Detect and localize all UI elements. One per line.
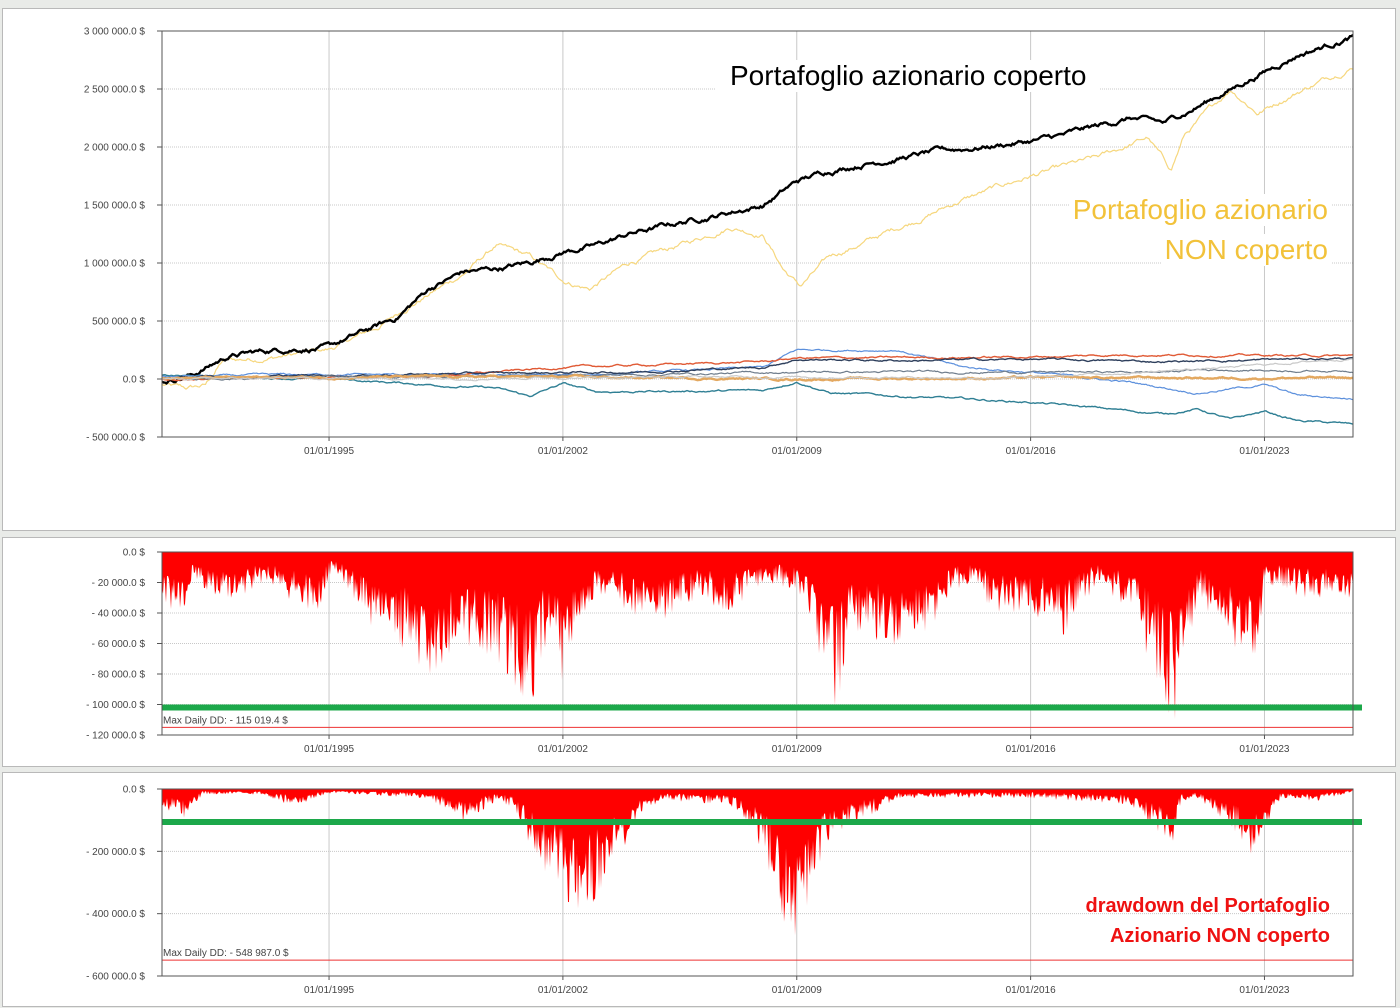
x-tick-label: 01/01/2009 (772, 985, 822, 996)
max-dd-label: Max Daily DD: - 548 987.0 $ (163, 948, 289, 959)
drawdown-area (162, 789, 1353, 936)
x-tick-label: 01/01/2023 (1239, 985, 1289, 996)
y-tick-label: 0.0 $ (123, 785, 146, 796)
series-line-3 (162, 348, 1353, 401)
y-tick-label: 2 500 000.0 $ (84, 85, 146, 96)
series-line-5 (162, 356, 1353, 380)
y-tick-label: - 500 000.0 $ (86, 433, 145, 444)
max-dd-label: Max Daily DD: - 115 019.4 $ (163, 715, 288, 726)
chart-1: 0.0 $ - 20 000.0 $ - 40 000.0 $ - 60 000.0 … (86, 548, 1362, 755)
y-tick-label: - 40 000.0 $ (92, 609, 146, 620)
y-tick-label: 2 000 000.0 $ (84, 143, 146, 154)
y-tick-label: 0.0 $ (123, 375, 146, 386)
plot-frame (161, 551, 1354, 736)
drawdown-unhedged-label-line1: drawdown del Portafoglio (1085, 895, 1330, 917)
x-tick-label: 01/01/1995 (304, 744, 354, 755)
y-tick-label: - 200 000.0 $ (86, 847, 145, 858)
x-tick-label: 01/01/2016 (1006, 446, 1056, 457)
x-tick-label: 01/01/2002 (538, 985, 588, 996)
series-line-8 (162, 358, 1353, 382)
plot-frame (161, 30, 1354, 438)
x-tick-label: 01/01/2016 (1006, 744, 1056, 755)
x-tick-label: 01/01/2023 (1239, 446, 1289, 457)
series-line-1 (162, 33, 1353, 385)
unhedged-portfolio-label-line1: Portafoglio azionario (1068, 194, 1332, 226)
equity-panel (2, 8, 1396, 531)
x-tick-label: 01/01/2023 (1239, 744, 1289, 755)
series-line-0 (162, 68, 1353, 390)
series-line-2 (162, 373, 1353, 425)
drawdown-area (162, 552, 1353, 719)
y-tick-label: 1 500 000.0 $ (84, 201, 146, 212)
x-tick-label: 01/01/2002 (538, 446, 588, 457)
hedged-portfolio-label: Portafoglio azionario coperto (716, 60, 1101, 92)
x-tick-label: 01/01/2009 (772, 446, 822, 457)
y-tick-label: 500 000.0 $ (92, 317, 145, 328)
y-tick-label: - 120 000.0 $ (86, 731, 145, 742)
x-tick-label: 01/01/2016 (1006, 985, 1056, 996)
x-tick-label: 01/01/2009 (772, 744, 822, 755)
y-tick-label: - 80 000.0 $ (92, 670, 146, 681)
unhedged-portfolio-label-line2: NON coperto (1160, 234, 1332, 266)
y-tick-label: - 600 000.0 $ (86, 972, 145, 983)
y-tick-label: - 400 000.0 $ (86, 909, 145, 920)
x-tick-label: 01/01/1995 (304, 446, 354, 457)
x-tick-label: 01/01/2002 (538, 744, 588, 755)
y-tick-label: - 60 000.0 $ (92, 639, 146, 650)
plot-frame (161, 788, 1354, 977)
x-tick-label: 01/01/1995 (304, 985, 354, 996)
y-tick-label: - 100 000.0 $ (86, 700, 145, 711)
y-tick-label: 0.0 $ (123, 548, 146, 559)
y-tick-label: 1 000 000.0 $ (84, 259, 146, 270)
y-tick-label: - 20 000.0 $ (92, 578, 146, 589)
y-tick-label: 3 000 000.0 $ (84, 27, 146, 38)
drawdown-unhedged-label-line2: Azionario NON coperto (1109, 925, 1330, 947)
chart-2: 0.0 $ - 200 000.0 $ - 400 000.0 $ - 600 000… (86, 785, 1362, 996)
